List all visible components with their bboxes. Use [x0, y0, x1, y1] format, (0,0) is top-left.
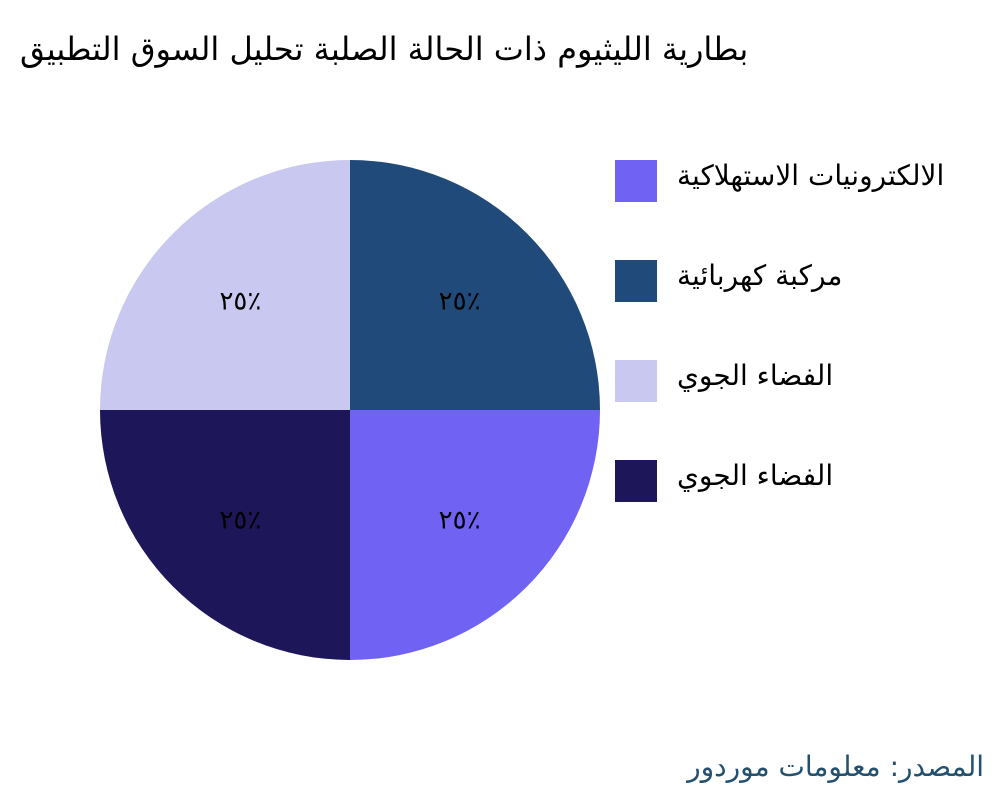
pie-data-label: ٢٥٪ [439, 506, 481, 536]
pie-data-label: ٢٥٪ [219, 506, 261, 536]
legend-item-electric-vehicle: مركبة كهربائية [615, 260, 995, 304]
pie-data-label: ٢٥٪ [439, 286, 481, 316]
legend-item-aerospace-2: الفضاء الجوي [615, 460, 995, 504]
legend-label: الفضاء الجوي [677, 459, 834, 492]
source-note: المصدر: معلومات موردور [687, 750, 984, 783]
legend-label: مركبة كهربائية [677, 259, 843, 292]
pie-slice [350, 410, 600, 660]
pie-slice [100, 410, 350, 660]
pie-data-labels: ٢٥٪ ٢٥٪ ٢٥٪ ٢٥٪ [219, 286, 480, 535]
legend-swatch [615, 460, 657, 502]
pie-slice [100, 160, 350, 410]
legend-label: الفضاء الجوي [677, 359, 834, 392]
pie-slice [350, 160, 600, 410]
legend-item-aerospace: الفضاء الجوي [615, 360, 995, 404]
legend-label: الالكترونيات الاستهلاكية [677, 159, 945, 192]
legend-swatch [615, 260, 657, 302]
pie-data-label: ٢٥٪ [219, 286, 261, 316]
legend-swatch [615, 160, 657, 202]
chart-title: بطارية الليثيوم ذات الحالة الصلبة تحليل … [20, 30, 749, 68]
legend-item-consumer-electronics: الالكترونيات الاستهلاكية [615, 160, 995, 204]
legend-swatch [615, 360, 657, 402]
pie-slices [100, 160, 600, 660]
